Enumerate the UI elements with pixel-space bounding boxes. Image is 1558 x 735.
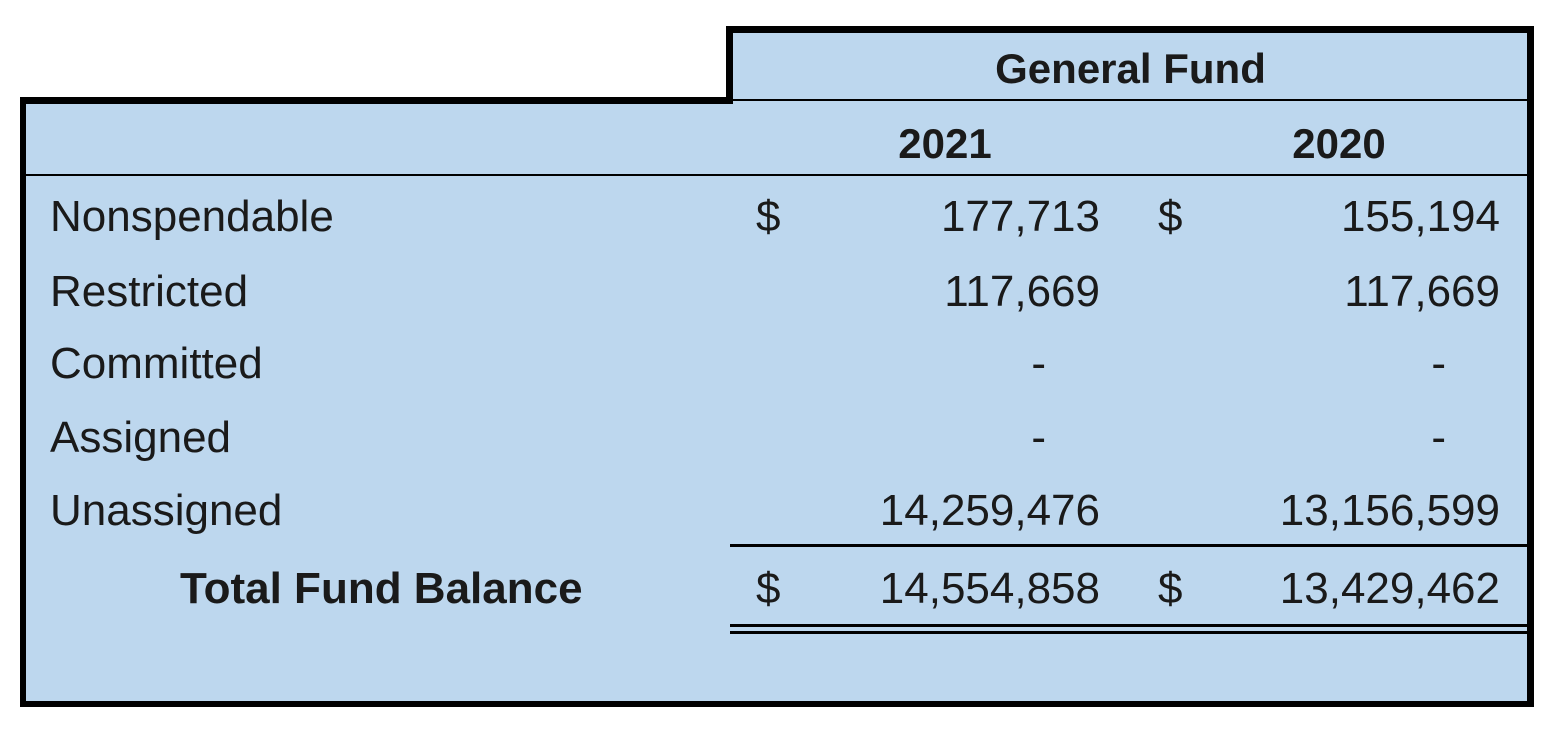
value-2020-unassigned: 13,156,599 [1279, 486, 1500, 535]
total-double-rule-lower [730, 631, 1528, 634]
total-value-2020: 13,429,462 [1279, 564, 1500, 613]
year-header-divider [25, 174, 1528, 176]
border-right [1527, 26, 1534, 707]
general-fund-header: General Fund [995, 45, 1266, 92]
general-fund-header-fill [733, 33, 1528, 101]
row-label-restricted: Restricted [50, 267, 249, 316]
value-2021-nonspendable: 177,713 [940, 192, 1100, 241]
value-2020-nonspendable: 155,194 [1340, 192, 1500, 241]
total-label: Total Fund Balance [180, 564, 583, 613]
value-2021-restricted: 117,669 [944, 267, 1100, 316]
total-value-2021: 14,554,858 [879, 564, 1100, 613]
value-2021-committed: - [1031, 339, 1046, 388]
general-fund-divider [733, 99, 1528, 101]
total-double-rule-upper [730, 624, 1528, 627]
value-2020-restricted: 117,669 [1344, 267, 1500, 316]
currency-symbol-2021: $ [756, 192, 781, 241]
total-currency-2020: $ [1158, 564, 1183, 613]
border-top-right [726, 26, 1534, 33]
border-bottom [20, 701, 1534, 707]
subtotal-rule [730, 544, 1528, 547]
border-step-vertical [726, 26, 733, 101]
row-label-unassigned: Unassigned [50, 486, 283, 535]
row-label-committed: Committed [50, 339, 263, 388]
row-label-assigned: Assigned [50, 413, 232, 462]
value-2020-assigned: - [1431, 413, 1446, 462]
border-left [20, 97, 26, 707]
value-2021-assigned: - [1031, 413, 1046, 462]
year-header-2020: 2020 [1292, 120, 1386, 167]
currency-symbol-2020: $ [1158, 192, 1183, 241]
value-2020-committed: - [1431, 339, 1446, 388]
table-body-fill [25, 101, 1528, 701]
total-currency-2021: $ [756, 564, 781, 613]
row-label-nonspendable: Nonspendable [50, 192, 334, 241]
value-2021-unassigned: 14,259,476 [879, 486, 1100, 535]
border-top-left [20, 97, 733, 104]
year-header-2021: 2021 [898, 120, 992, 167]
